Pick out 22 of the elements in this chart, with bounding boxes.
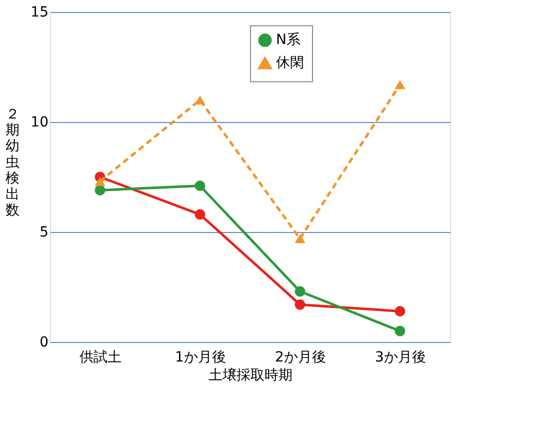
point: [394, 306, 406, 316]
x-tick-label: 供試土: [80, 350, 122, 366]
point: [394, 326, 406, 336]
point: [94, 184, 106, 196]
y-axis-title: ２期幼虫検出数: [6, 106, 20, 218]
point: [194, 180, 206, 192]
point: [94, 176, 106, 186]
x-tick-label: 1か月後: [175, 350, 226, 366]
point: [294, 234, 306, 244]
x-tick-label: 2か月後: [275, 350, 326, 366]
x-axis-title: 土壌採取時期: [208, 368, 292, 384]
y-tick-label: 15: [30, 4, 48, 20]
point: [294, 299, 306, 310]
point: [294, 286, 306, 297]
y-tick-label: 5: [40, 224, 48, 240]
point: [394, 80, 406, 90]
legend-label: 休閑: [276, 55, 304, 72]
y-tick-label: 0: [40, 334, 48, 350]
y-tick-label: 10: [30, 114, 48, 130]
point: [194, 209, 206, 220]
x-tick-label: 3か月後: [375, 350, 426, 366]
legend-label: N系: [276, 32, 300, 48]
